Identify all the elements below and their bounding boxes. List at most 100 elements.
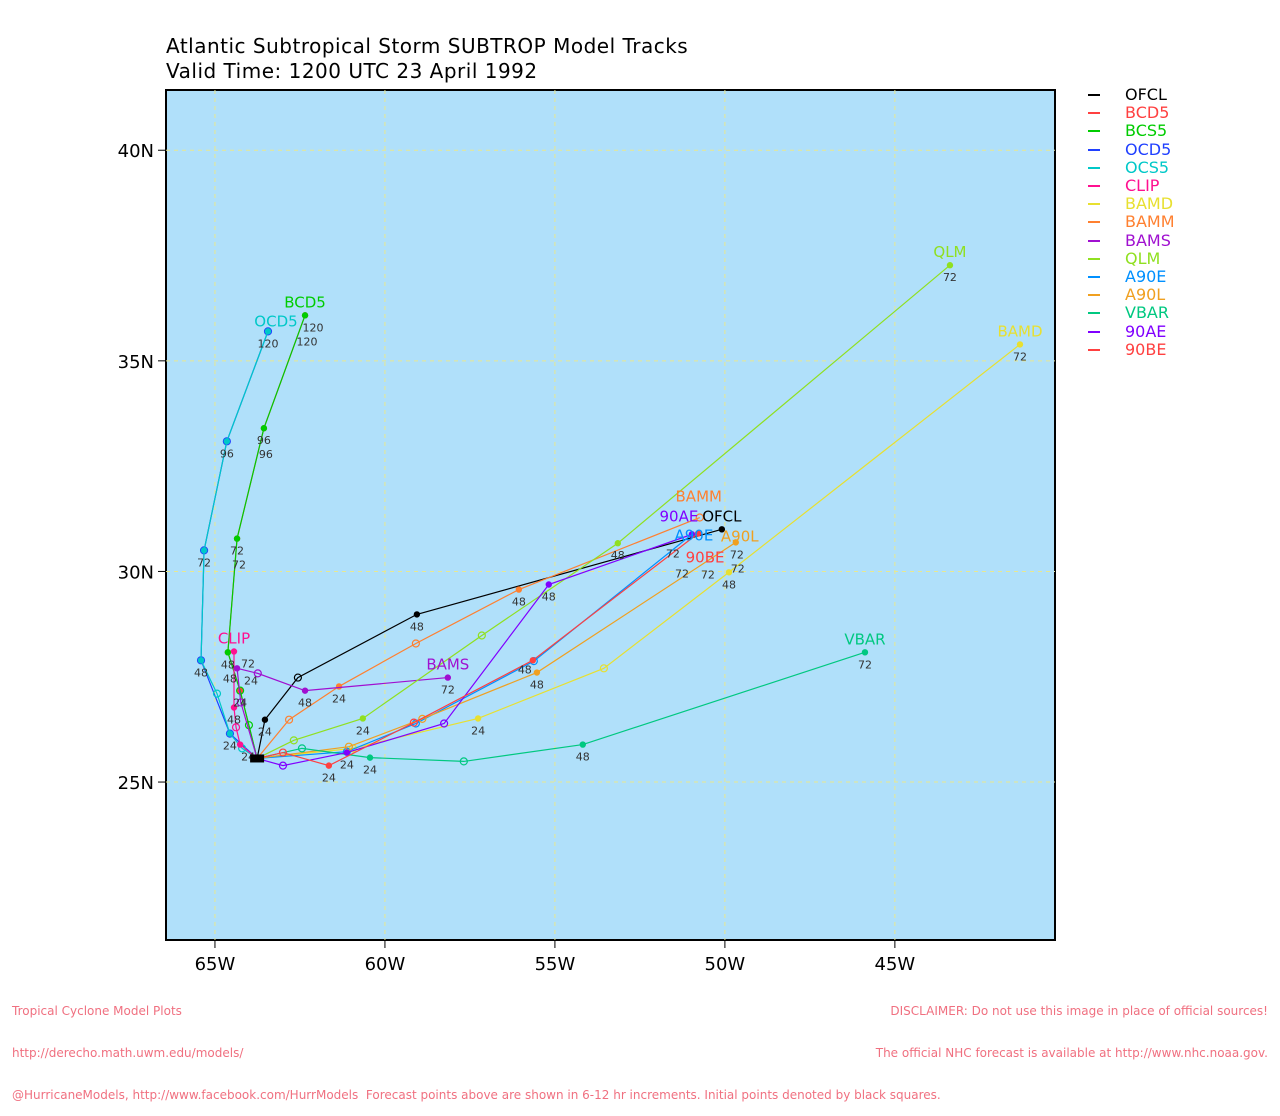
- forecast-point: [261, 716, 269, 723]
- legend-label: 90BE: [1125, 339, 1167, 359]
- forecast-point: [439, 719, 449, 728]
- forecast-point: [278, 748, 288, 757]
- forecast-point: [284, 715, 294, 724]
- tau-label: 48: [227, 713, 241, 726]
- track-label: BAMS: [426, 656, 469, 674]
- track-label: VBAR: [844, 630, 885, 648]
- y-tick-label: 40N: [118, 141, 154, 162]
- legend-item: BCD5: [1088, 104, 1175, 122]
- legend-swatch: [1088, 94, 1100, 97]
- forecast-point: [477, 631, 486, 640]
- track-clip: [230, 648, 258, 759]
- track-bcs5: [224, 312, 309, 759]
- forecast-point: [263, 327, 273, 336]
- track-line: [256, 528, 722, 759]
- track-label: A90L: [721, 527, 759, 545]
- x-tick-label: 65W: [195, 954, 236, 975]
- tau-label: 24: [471, 724, 485, 737]
- forecast-point: [614, 540, 622, 547]
- forecast-point: [225, 729, 235, 738]
- tau-label: 24: [233, 697, 247, 710]
- track-line: [236, 667, 448, 759]
- forecast-point: [688, 531, 696, 538]
- forecast-point: [236, 698, 245, 707]
- forecast-point: [278, 761, 288, 770]
- tau-label: 72: [858, 658, 872, 671]
- tau-label: 48: [542, 590, 556, 603]
- y-tick-label: 35N: [118, 352, 154, 373]
- tau-label: 48: [221, 658, 235, 671]
- track-ofcl: [256, 526, 726, 759]
- tau-label: 120: [257, 337, 278, 350]
- legend-swatch: [1088, 348, 1100, 351]
- track-bams: [233, 665, 452, 759]
- forecast-point: [599, 664, 608, 673]
- tau-label: 48: [298, 697, 312, 710]
- legend-item: OCD5: [1088, 140, 1175, 159]
- forecast-point: [533, 669, 541, 676]
- legend-swatch: [1088, 185, 1100, 188]
- tau-label: 72: [241, 657, 255, 670]
- tau-label: 72: [1013, 350, 1027, 363]
- initial-point-marker: [250, 754, 265, 763]
- legend-item: BAMM: [1088, 213, 1175, 231]
- forecast-point: [233, 665, 241, 672]
- plot-area: [165, 89, 1056, 941]
- forecast-point: [515, 586, 523, 593]
- tau-label: 48: [512, 596, 526, 609]
- forecast-point: [325, 762, 333, 769]
- legend-label: A90L: [1125, 285, 1166, 305]
- tau-label: 72: [197, 556, 211, 569]
- footer-social: @HurricaneModels, http://www.facebook.co…: [12, 1088, 941, 1102]
- track-line: [256, 264, 951, 759]
- tau-label: 48: [722, 578, 736, 591]
- forecast-point: [233, 535, 241, 542]
- legend-item: BAMD: [1088, 195, 1175, 213]
- legend-swatch: [1088, 148, 1100, 151]
- legend-item: CLIP: [1088, 177, 1175, 195]
- track-line: [256, 533, 693, 767]
- forecast-point: [231, 723, 241, 732]
- chart-title: Atlantic Subtropical Storm SUBTROP Model…: [166, 34, 689, 58]
- forecast-point: [418, 714, 427, 723]
- chart-subtitle: Valid Time: 1200 UTC 23 April 1992: [166, 59, 538, 83]
- legend-swatch: [1088, 221, 1100, 224]
- forecast-point: [413, 611, 421, 618]
- tau-label: 120: [303, 321, 324, 334]
- legend-swatch: [1088, 330, 1100, 333]
- y-tick-label: 25N: [118, 773, 154, 794]
- forecast-point: [222, 437, 231, 446]
- legend-label: BAMM: [1125, 212, 1175, 232]
- track-label: 90AE: [660, 507, 699, 525]
- forecast-point: [200, 547, 208, 554]
- legend-label: VBAR: [1125, 303, 1169, 323]
- track-line: [257, 343, 1021, 760]
- legend-label: 90AE: [1125, 321, 1167, 341]
- x-tick-label: 45W: [875, 954, 916, 975]
- legend-item: VBAR: [1088, 304, 1175, 322]
- track-label: OCD5: [254, 312, 297, 330]
- legend-label: BCS5: [1125, 121, 1168, 141]
- legend-item: OFCL: [1088, 86, 1175, 104]
- footer-right: DISCLAIMER: Do not use this image in pla…: [876, 976, 1268, 1074]
- tau-label: 72: [230, 545, 244, 558]
- footer-credit: Tropical Cyclone Model Plots: [12, 1004, 182, 1018]
- legend-label: QLM: [1125, 248, 1161, 268]
- tau-label: 72: [730, 548, 744, 561]
- tau-label: 24: [244, 674, 258, 687]
- forecast-point: [409, 718, 418, 727]
- track-label: QLM: [933, 243, 966, 261]
- tau-label: 48: [530, 679, 544, 692]
- track-label: OFCL: [702, 507, 742, 525]
- forecast-point: [545, 581, 552, 588]
- legend-swatch: [1088, 257, 1100, 260]
- track-qlm: [256, 262, 954, 759]
- tau-label: 24: [322, 772, 336, 785]
- forecast-point: [212, 689, 222, 698]
- forecast-point: [366, 754, 374, 761]
- legend-swatch: [1088, 203, 1100, 206]
- track-label: BCD5: [284, 293, 326, 311]
- forecast-point: [197, 657, 205, 664]
- tau-label: 24: [340, 759, 354, 772]
- legend-swatch: [1088, 312, 1100, 315]
